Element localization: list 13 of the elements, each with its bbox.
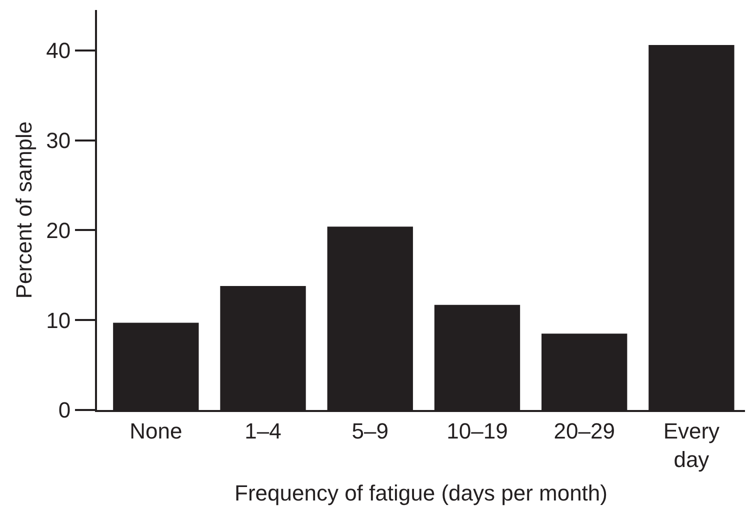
x-tick-label: 5–9 [352,418,388,444]
y-axis-title: Percent of sample [11,121,36,299]
y-tick-label: 30 [46,128,71,154]
x-tick-label: 1–4 [244,418,282,444]
y-tick-label: 40 [46,38,71,64]
x-axis-title: Frequency of fatigue (days per month) [234,480,608,506]
x-tick-label: 10–19 [446,418,508,444]
y-tick-label: 10 [46,308,71,333]
x-tick-label: None [130,418,182,444]
x-tick-label: Every day [663,418,720,472]
x-tick-label: 20–29 [554,418,615,444]
y-tick-label: 0 [58,398,71,423]
y-tick-label: 20 [46,218,71,243]
